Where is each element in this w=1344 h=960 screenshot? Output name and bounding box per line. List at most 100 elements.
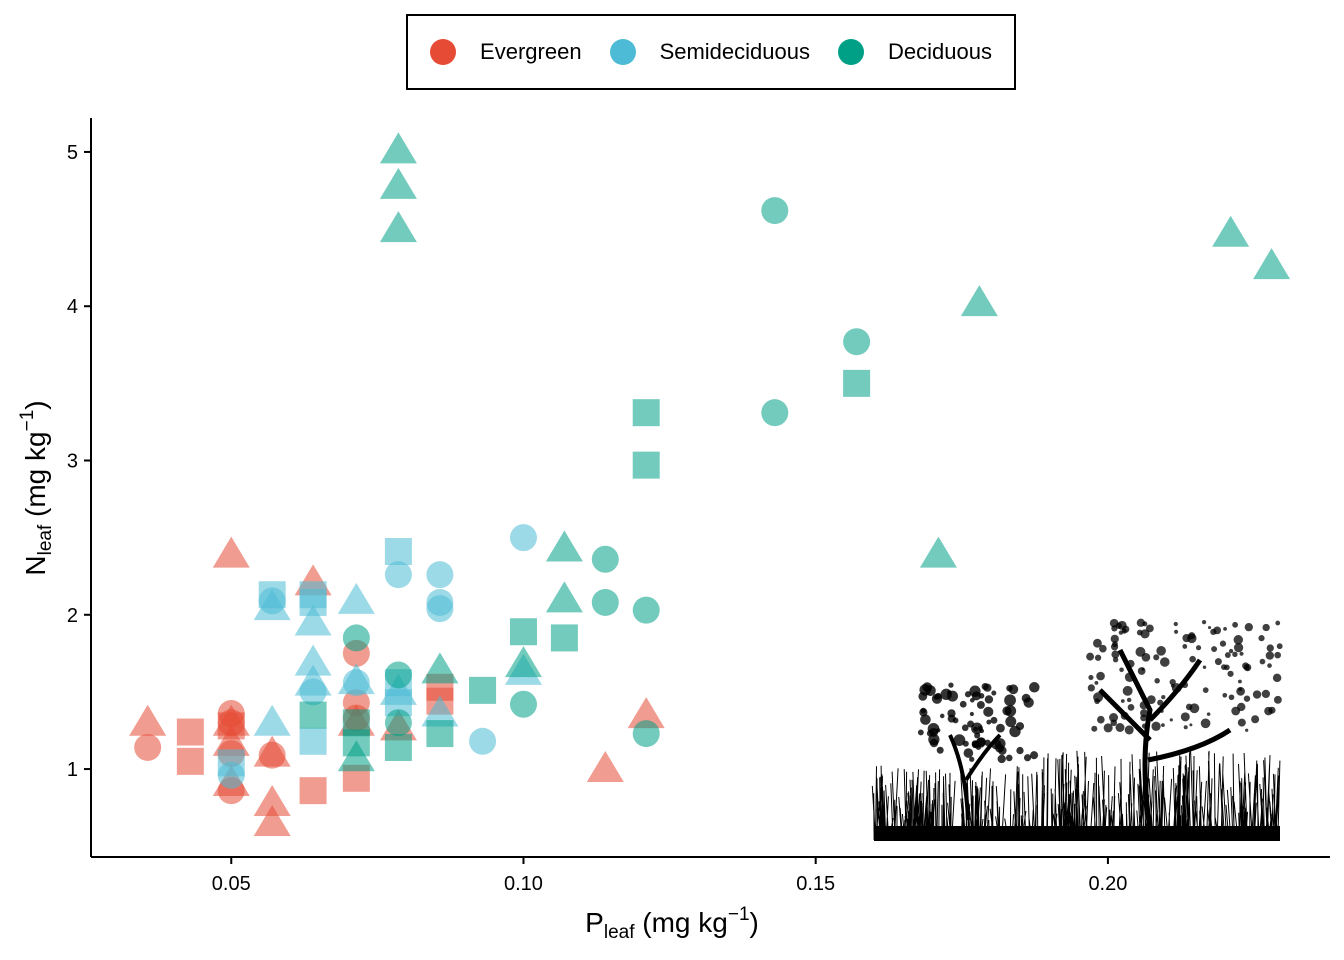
legend-label: Evergreen [480, 39, 582, 64]
evergreen-point-square [299, 777, 327, 805]
legend-label: Deciduous [888, 39, 992, 64]
deciduous-point-square [843, 369, 871, 397]
semideciduous-point-circle [469, 727, 497, 755]
semideciduous-point-square [258, 581, 286, 609]
deciduous-point-triangle [379, 211, 417, 243]
semideciduous-point-square [299, 581, 327, 609]
deciduous-point-circle [384, 709, 412, 737]
deciduous-point-square [469, 676, 497, 704]
evergreen-point-circle [258, 741, 286, 769]
deciduous-point-circle [632, 720, 660, 748]
legend-item-deciduous: Deciduous [838, 39, 992, 65]
evergreen-point-triangle [586, 751, 624, 783]
deciduous-point-triangle [960, 285, 998, 317]
x-title-sub: leaf [603, 922, 635, 943]
x-tick-label: 0.15 [796, 873, 835, 895]
x-tick-label: 0.20 [1088, 873, 1127, 895]
deciduous-point-circle [761, 197, 789, 225]
deciduous-point-triangle [545, 581, 583, 613]
evergreen-point-circle [134, 733, 162, 761]
deciduous-point-circle [843, 328, 871, 356]
y-title-sup: −1 [17, 409, 38, 432]
deciduous-point-square [299, 701, 327, 729]
semideciduous-point-triangle [294, 604, 332, 636]
semideciduous-point-square [384, 538, 412, 566]
semideciduous-point-circle [217, 761, 245, 789]
deciduous-point-triangle [1253, 248, 1291, 280]
deciduous-point-triangle [337, 740, 375, 772]
deciduous-point-triangle [379, 132, 417, 164]
semideciduous-point-circle [384, 561, 412, 589]
semideciduous-point-triangle [337, 582, 375, 614]
x-title-sup: −1 [727, 904, 750, 925]
legend: Evergreen Semideciduous Deciduous [406, 14, 1016, 90]
semideciduous-circle-icon [609, 39, 636, 65]
y-tick-label: 5 [67, 142, 78, 164]
evergreen-point-triangle [212, 724, 250, 756]
legend-item-evergreen: Evergreen [430, 39, 582, 65]
evergreen-point-triangle [627, 697, 665, 729]
deciduous-point-square [342, 709, 370, 737]
x-title-main: P [585, 907, 604, 938]
semideciduous-point-triangle [421, 695, 459, 727]
semideciduous-point-circle [342, 669, 370, 697]
legend-item-semideciduous: Semideciduous [609, 39, 810, 65]
x-title-unit: (mg kg [634, 907, 728, 938]
x-title-close: ) [749, 907, 759, 938]
deciduous-point-square [632, 399, 660, 427]
semideciduous-point-circle [509, 524, 537, 552]
y-ticks: 1 2 3 4 5 [67, 142, 91, 781]
y-tick-label: 3 [67, 451, 78, 473]
semideciduous-point-square [299, 727, 327, 755]
deciduous-point-circle [591, 545, 619, 573]
deciduous-point-circle [384, 661, 412, 689]
deciduous-point-circle [591, 588, 619, 616]
semideciduous-point-triangle [294, 644, 332, 676]
semideciduous-point-circle [426, 561, 454, 589]
semideciduous-point-circle [299, 678, 327, 706]
evergreen-circle-icon [430, 39, 457, 65]
deciduous-point-circle [761, 399, 789, 427]
deciduous-circle-icon [838, 39, 864, 65]
evergreen-point-triangle [212, 536, 250, 568]
y-tick-label: 4 [67, 296, 78, 318]
y-title-sub: leaf [35, 524, 56, 556]
deciduous-point-square [550, 624, 578, 652]
y-axis-title: Nleaf (mg kg−1) [17, 400, 57, 575]
deciduous-point-triangle [504, 646, 542, 678]
semideciduous-point-triangle [379, 673, 417, 705]
evergreen-point-square [217, 712, 245, 740]
deciduous-point-triangle [379, 167, 417, 199]
evergreen-point-triangle [253, 785, 291, 817]
x-tick-label: 0.10 [504, 873, 543, 895]
y-title-unit: (mg kg [20, 431, 51, 525]
evergreen-point-triangle [253, 805, 291, 837]
deciduous-point-circle [342, 624, 370, 652]
y-tick-label: 1 [67, 759, 78, 781]
deciduous-point-square [384, 733, 412, 761]
legend-label: Semideciduous [659, 39, 810, 64]
evergreen-point-square [176, 747, 204, 775]
data-points [129, 132, 1291, 837]
y-tick-label: 2 [67, 605, 78, 627]
deciduous-point-triangle [1212, 215, 1250, 247]
deciduous-point-circle [632, 596, 660, 624]
semideciduous-point-triangle [253, 704, 291, 736]
x-axis-title: Pleaf (mg kg−1) [0, 904, 1344, 944]
evergreen-point-triangle [129, 704, 167, 736]
deciduous-point-square [509, 618, 537, 646]
x-tick-label: 0.05 [212, 873, 251, 895]
evergreen-point-square [176, 718, 204, 746]
semideciduous-point-circle [426, 595, 454, 623]
deciduous-point-circle [509, 690, 537, 718]
deciduous-point-triangle [919, 536, 957, 568]
savanna-tree-silhouette [871, 618, 1283, 841]
deciduous-point-square [426, 720, 454, 748]
x-ticks: 0.05 0.10 0.15 0.20 [212, 857, 1127, 895]
deciduous-point-triangle [545, 530, 583, 562]
y-title-close: ) [20, 400, 51, 410]
y-title-main: N [20, 555, 51, 576]
deciduous-point-triangle [421, 652, 459, 684]
deciduous-point-square [632, 451, 660, 479]
